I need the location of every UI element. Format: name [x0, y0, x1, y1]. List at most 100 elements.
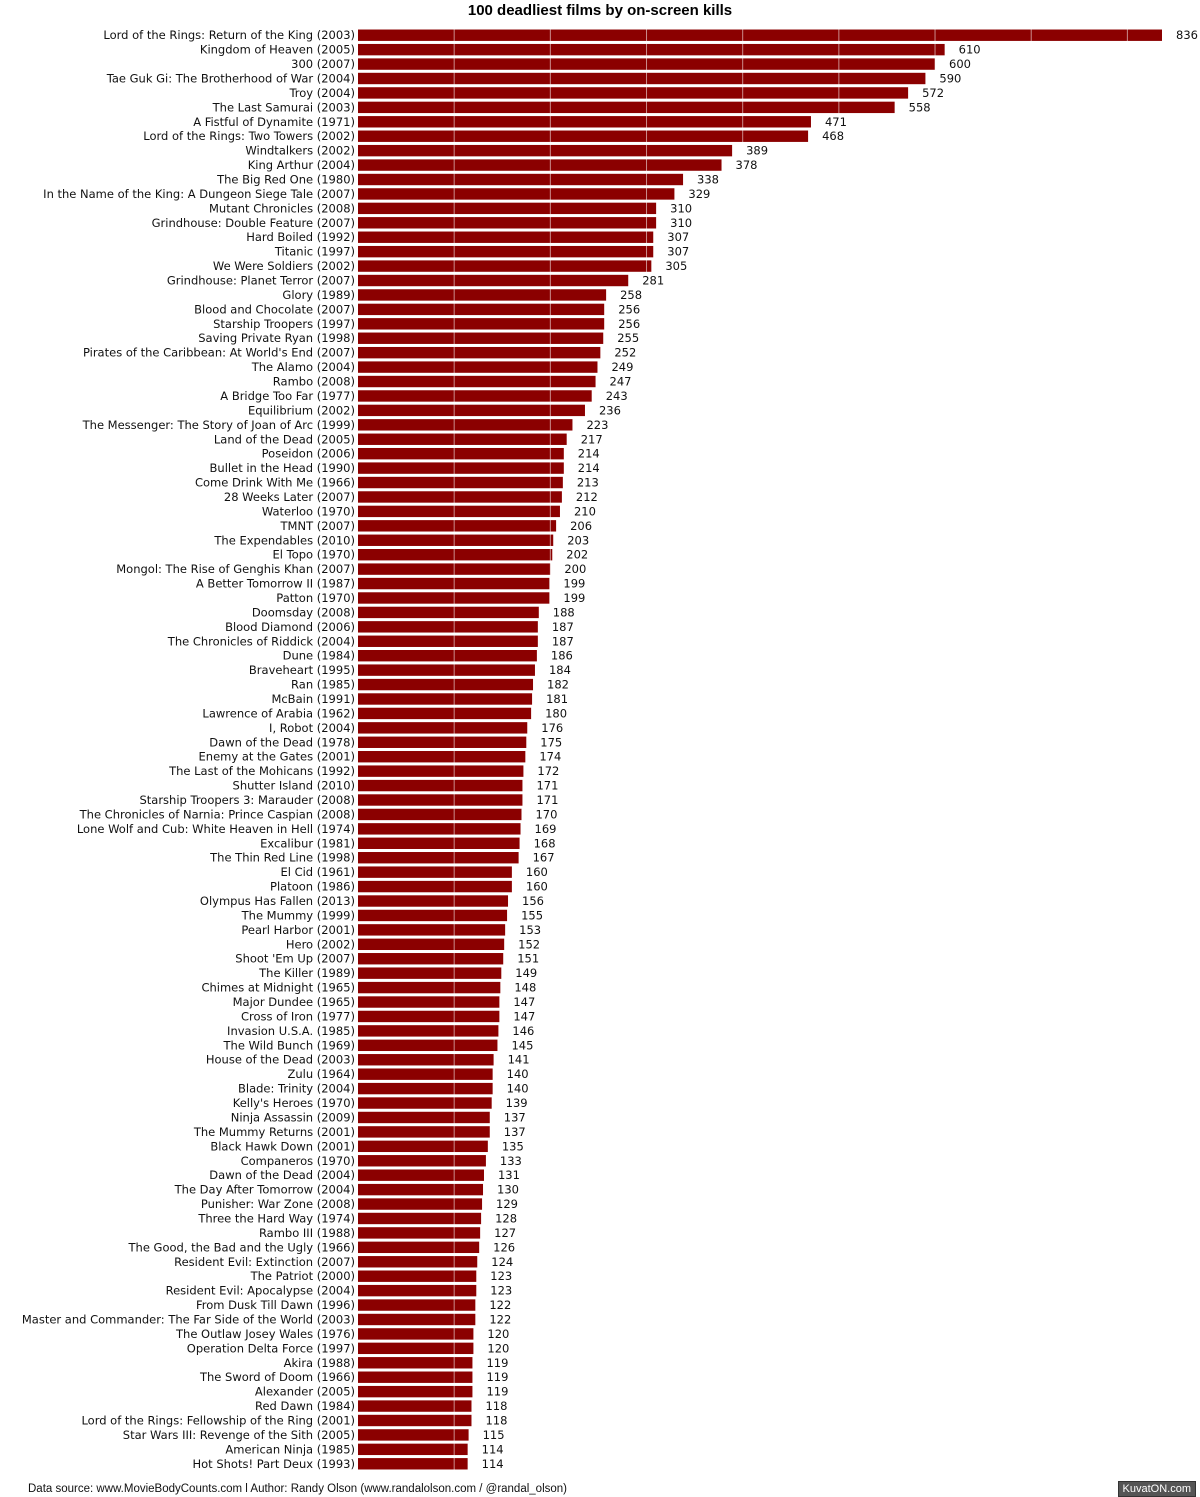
value-label: 115 — [483, 1428, 505, 1442]
category-label: Enemy at the Gates (2001) — [199, 750, 355, 764]
category-label: The Expendables (2010) — [213, 533, 355, 547]
category-label: Shoot 'Em Up (2007) — [235, 952, 355, 966]
value-label: 389 — [746, 144, 768, 158]
value-label: 145 — [511, 1038, 533, 1052]
category-label: American Ninja (1985) — [225, 1442, 355, 1456]
value-label: 175 — [540, 735, 562, 749]
value-label: 135 — [502, 1139, 524, 1153]
bar — [358, 303, 605, 316]
value-label: 171 — [536, 779, 558, 793]
value-label: 167 — [533, 851, 555, 865]
bar-layer — [358, 29, 1162, 1470]
bar — [358, 1385, 473, 1398]
value-label: 610 — [959, 43, 981, 57]
value-label: 558 — [909, 100, 931, 114]
bar — [358, 707, 532, 720]
bar — [358, 419, 573, 431]
value-label: 141 — [508, 1053, 530, 1067]
bar — [358, 1400, 472, 1412]
category-label: Kelly's Heroes (1970) — [233, 1096, 355, 1110]
category-label: Dune (1984) — [283, 649, 355, 663]
category-label: Windtalkers (2002) — [245, 144, 355, 158]
category-label: Blade: Trinity (2004) — [238, 1082, 355, 1096]
value-label: 130 — [497, 1183, 519, 1197]
value-label: 836 — [1176, 28, 1198, 42]
category-label: Titanic (1997) — [274, 245, 355, 259]
category-label: Dawn of the Dead (1978) — [209, 735, 355, 749]
category-label: The Mummy (1999) — [241, 908, 355, 922]
category-label: McBain (1991) — [271, 692, 355, 706]
bar — [358, 779, 523, 792]
category-label: Star Wars III: Revenge of the Sith (2005… — [123, 1428, 355, 1442]
value-label: 600 — [949, 57, 971, 71]
category-label: The Wild Bunch (1969) — [223, 1038, 355, 1052]
bar — [358, 823, 521, 835]
bar — [358, 72, 926, 85]
value-label: 203 — [567, 533, 589, 547]
bar — [358, 664, 535, 676]
value-label: 174 — [539, 750, 561, 764]
category-label: Companeros (1970) — [241, 1154, 355, 1168]
category-label: Pirates of the Caribbean: At World's End… — [83, 346, 355, 360]
watermark: KuvatON.com — [1117, 1481, 1196, 1497]
bar — [358, 476, 563, 489]
category-label: Excalibur (1981) — [260, 836, 355, 850]
category-label: Blood and Chocolate (2007) — [194, 302, 355, 316]
value-label: 307 — [667, 230, 689, 244]
category-label: The Alamo (2004) — [251, 360, 355, 374]
value-label: 186 — [551, 649, 573, 663]
bar — [358, 361, 598, 373]
value-label: 202 — [566, 548, 588, 562]
bar — [358, 173, 684, 186]
value-label: 169 — [535, 822, 557, 836]
category-label: Waterloo (1970) — [262, 504, 355, 518]
value-label: 137 — [504, 1125, 526, 1139]
category-label: Poseidon (2006) — [262, 447, 355, 461]
bar — [358, 1198, 483, 1210]
value-label: 118 — [485, 1399, 507, 1413]
bar — [358, 895, 509, 907]
value-label: 123 — [490, 1269, 512, 1283]
bar — [358, 722, 528, 734]
value-label: 310 — [670, 216, 692, 230]
value-label: 172 — [537, 764, 559, 778]
category-label: Rambo (2008) — [273, 375, 355, 389]
value-label: 210 — [574, 504, 596, 518]
bar — [358, 346, 601, 359]
category-label: 300 (2007) — [291, 57, 355, 71]
bar — [358, 1328, 474, 1340]
value-label: 180 — [545, 706, 567, 720]
value-label: 119 — [486, 1370, 508, 1384]
value-label: 156 — [522, 894, 544, 908]
chart-title: 100 deadliest films by on-screen kills — [467, 2, 733, 19]
bar — [358, 1054, 494, 1066]
value-label: 176 — [541, 721, 563, 735]
category-label: Lone Wolf and Cub: White Heaven in Hell … — [77, 822, 355, 836]
value-label: 148 — [514, 981, 536, 995]
value-label: 217 — [581, 432, 603, 446]
category-label: Starship Troopers (1997) — [213, 317, 355, 331]
category-label: Come Drink With Me (1966) — [195, 476, 355, 490]
value-label: 139 — [506, 1096, 528, 1110]
value-label: 170 — [535, 807, 557, 821]
value-label: 310 — [670, 201, 692, 215]
category-label: Land of the Dead (2005) — [214, 432, 355, 446]
category-label: Zulu (1964) — [287, 1067, 355, 1081]
value-label: 114 — [482, 1457, 504, 1471]
category-label: Resident Evil: Extinction (2007) — [174, 1255, 355, 1269]
bar — [358, 505, 560, 518]
category-label: The Good, the Bad and the Ugly (1966) — [128, 1240, 356, 1254]
value-label: 252 — [614, 346, 636, 360]
value-label: 199 — [563, 577, 585, 591]
category-label: Doomsday (2008) — [252, 605, 355, 619]
value-label: 153 — [519, 923, 541, 937]
bar — [358, 404, 585, 417]
bar — [358, 1443, 468, 1456]
bar — [358, 794, 523, 806]
bar — [358, 520, 557, 532]
bar — [358, 621, 538, 633]
bar — [358, 217, 657, 229]
bar — [358, 274, 629, 287]
value-label: 123 — [490, 1284, 512, 1298]
value-label: 140 — [507, 1067, 529, 1081]
